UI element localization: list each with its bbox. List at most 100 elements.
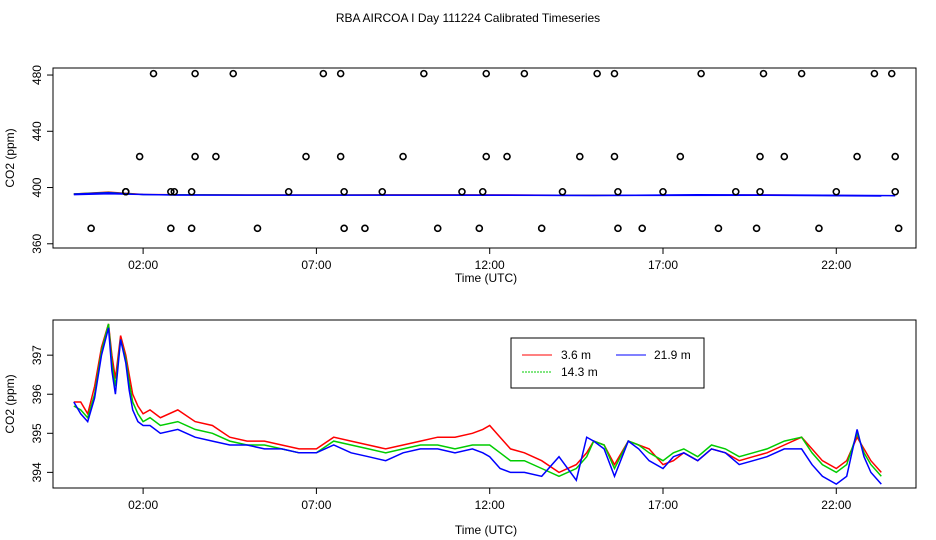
calibration-point — [212, 152, 220, 161]
calibration-point — [167, 224, 175, 233]
calibration-point — [361, 224, 369, 233]
calibration-point — [433, 224, 442, 233]
calibration-point — [537, 224, 546, 233]
calibration-point — [610, 69, 619, 78]
calibration-point — [340, 224, 348, 233]
calibration-point — [759, 69, 768, 78]
data-marks-top — [73, 69, 903, 233]
calibration-point — [302, 152, 310, 161]
calibration-point — [284, 187, 293, 196]
calibration-point — [399, 152, 407, 161]
calibration-point — [482, 69, 491, 78]
calibration-point — [593, 69, 601, 78]
y-tick-label: 440 — [30, 121, 44, 141]
calibration-point — [87, 224, 95, 233]
calibration-point — [697, 69, 705, 78]
y-axis-label-bottom: CO2 (ppm) — [3, 374, 17, 433]
calibration-point — [458, 187, 466, 196]
calibration-point — [659, 187, 667, 196]
x-tick-label: 17:00 — [648, 498, 678, 512]
x-tick-label: 12:00 — [475, 258, 505, 272]
calibration-point — [756, 187, 764, 196]
y-tick-label: 480 — [30, 65, 44, 85]
y-ticks-top: 360 400 440 480 — [30, 65, 53, 254]
calibration-point — [191, 69, 199, 78]
calibration-point — [614, 187, 622, 196]
calibration-point — [187, 187, 196, 196]
calibration-point — [731, 187, 740, 196]
calibration-point — [870, 69, 879, 78]
calibration-point — [752, 224, 761, 233]
calibration-point — [891, 187, 900, 196]
chart-title: RBA AIRCOA I Day 111224 Calibrated Times… — [336, 11, 600, 25]
y-tick-label: 395 — [30, 423, 44, 443]
data-marks-bottom — [73, 323, 882, 485]
x-tick-label: 22:00 — [821, 498, 851, 512]
calibration-scatter-panel: Time (UTC) CO2 (ppm) 02:00 07:00 12:00 17:0… — [3, 65, 917, 285]
plot-frame-top — [52, 67, 917, 249]
calibration-point — [780, 152, 789, 161]
tower-levels-panel: Time (UTC) CO2 (ppm) 02:00 07:00 12:00 17:0… — [3, 319, 917, 537]
calibration-point — [121, 187, 130, 196]
calibration-point — [853, 152, 861, 161]
calibration-point — [482, 152, 491, 161]
calibration-point — [135, 152, 144, 161]
calibration-point — [614, 224, 622, 233]
legend-box — [510, 337, 705, 389]
calibration-point — [558, 187, 567, 196]
calibration-point — [229, 69, 238, 78]
calibration-point — [336, 152, 345, 161]
calibration-point — [191, 152, 199, 161]
mean-line — [73, 192, 896, 197]
calibration-point — [887, 69, 896, 78]
y-tick-label: 400 — [30, 177, 44, 197]
x-axis-label-bottom: Time (UTC) — [455, 523, 517, 537]
calibration-point — [475, 224, 484, 233]
calibration-point — [815, 224, 823, 233]
calibration-point — [714, 224, 723, 233]
calibration-point — [676, 152, 685, 161]
x-tick-label: 07:00 — [301, 498, 331, 512]
y-tick-label: 360 — [30, 233, 44, 253]
y-tick-label: 394 — [30, 462, 44, 482]
calibration-point — [891, 152, 900, 161]
calibration-point — [253, 224, 262, 233]
plot-area — [73, 191, 896, 197]
x-tick-label: 07:00 — [301, 258, 331, 272]
calibration-point — [167, 187, 175, 196]
legend-label-3-6m: 3.6 m — [561, 348, 591, 362]
calibration-point — [503, 152, 511, 161]
calibration-point — [520, 69, 529, 78]
legend-label-21-9m: 21.9 m — [654, 348, 691, 362]
calibration-point — [894, 224, 903, 233]
x-tick-label: 02:00 — [128, 498, 158, 512]
calibration-point — [187, 224, 196, 233]
calibration-point — [756, 152, 764, 161]
calibration-point — [832, 187, 841, 196]
calibration-point — [610, 152, 619, 161]
x-axis-label-top: Time (UTC) — [455, 271, 517, 285]
series-line-21-9-m — [73, 327, 882, 485]
x-ticks-bottom: 02:00 07:00 12:00 17:00 22:00 — [128, 488, 852, 512]
calibration-point — [378, 187, 387, 196]
series-line-3-6-m — [73, 323, 882, 474]
calibration-point — [336, 69, 345, 78]
y-ticks-bottom: 394 395 396 397 — [30, 345, 53, 482]
x-ticks-top: 02:00 07:00 12:00 17:00 22:00 — [128, 248, 852, 272]
calibration-point — [170, 187, 179, 196]
calibration-point — [576, 152, 584, 161]
plot-frame-bottom — [52, 319, 917, 489]
legend-label-14-3m: 14.3 m — [561, 365, 598, 379]
x-tick-label: 12:00 — [475, 498, 505, 512]
calibration-point — [478, 187, 487, 196]
calibration-point — [149, 69, 158, 78]
calibration-point — [638, 224, 646, 233]
calibration-point — [797, 69, 806, 78]
calibration-point — [340, 187, 348, 196]
y-axis-label-top: CO2 (ppm) — [3, 128, 17, 187]
y-tick-label: 396 — [30, 384, 44, 404]
x-tick-label: 17:00 — [648, 258, 678, 272]
calibration-point — [319, 69, 328, 78]
series-line-14-3-m — [73, 323, 882, 478]
